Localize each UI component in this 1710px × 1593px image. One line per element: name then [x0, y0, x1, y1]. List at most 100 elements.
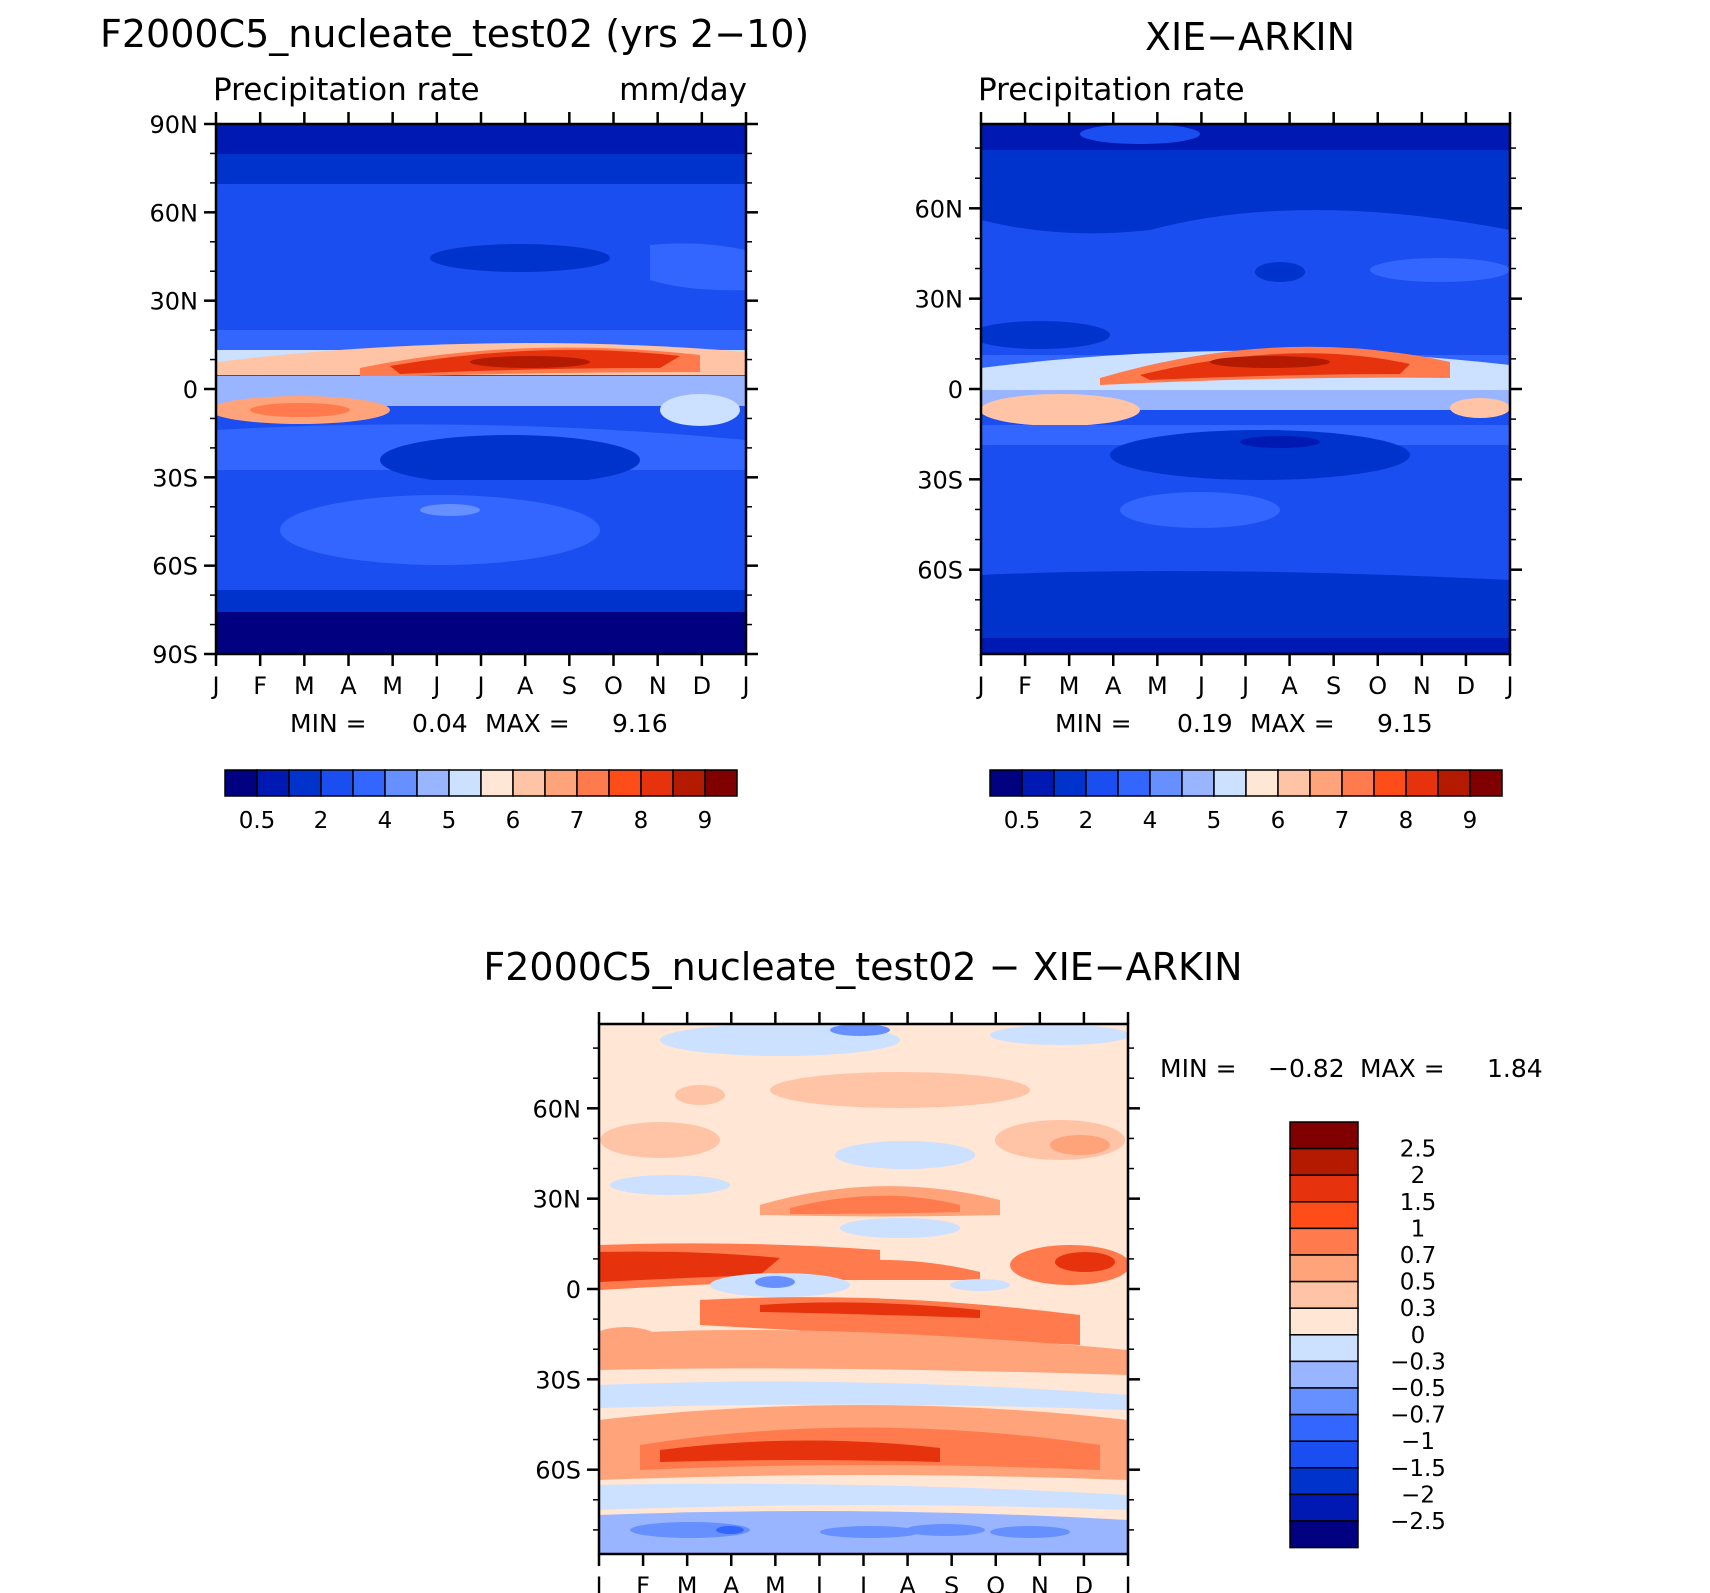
- colorbar-swatch: [1289, 1147, 1359, 1176]
- diff-min-value: −0.82: [1268, 1054, 1345, 1083]
- y-tick-label: 0: [566, 1276, 581, 1304]
- obs-colorbar: 0.5 2 4 5 6 7 8 9: [989, 769, 1503, 834]
- model-variable-label: Precipitation rate: [213, 72, 480, 108]
- panel-model: F2000C5_nucleate_test02 (yrs 2−10) Preci…: [100, 12, 809, 834]
- colorbar-label: 7: [1335, 808, 1350, 834]
- colorbar-swatch: [576, 769, 610, 797]
- x-tick-label: M: [294, 672, 315, 700]
- model-field: [216, 124, 746, 654]
- colorbar-label: 0.7: [1400, 1243, 1437, 1269]
- model-max-value: 9.16: [612, 709, 668, 738]
- colorbar-swatch: [1289, 1413, 1359, 1442]
- colorbar-swatch: [1341, 769, 1375, 797]
- diff-field: [599, 1024, 1128, 1554]
- colorbar-swatch: [384, 769, 418, 797]
- obs-min-label: MIN =: [1055, 709, 1132, 738]
- y-tick-label: 60N: [533, 1095, 582, 1123]
- colorbar-swatch: [224, 769, 258, 797]
- x-tick-label: J: [210, 672, 219, 700]
- colorbar-label: 0.3: [1400, 1296, 1437, 1322]
- colorbar-swatch: [1289, 1520, 1359, 1549]
- colorbar-label: −2.5: [1390, 1509, 1446, 1535]
- colorbar-swatch: [672, 769, 706, 797]
- colorbar-swatch: [1277, 769, 1311, 797]
- x-tick-label: F: [636, 1572, 650, 1593]
- x-tick-label: J: [1240, 672, 1249, 700]
- x-tick-label: D: [1075, 1572, 1093, 1593]
- colorbar-label: −0.3: [1390, 1349, 1446, 1375]
- model-stats: MIN = 0.04 MAX = 9.16: [290, 709, 668, 738]
- colorbar-swatch: [1117, 769, 1151, 797]
- x-tick-label: M: [677, 1572, 698, 1593]
- colorbar-label: 1: [1411, 1216, 1426, 1242]
- x-tick-label: M: [1147, 672, 1168, 700]
- obs-min-value: 0.19: [1177, 709, 1233, 738]
- colorbar-swatch: [1289, 1440, 1359, 1469]
- colorbar-swatch: [1289, 1174, 1359, 1203]
- colorbar-swatch: [1309, 769, 1343, 797]
- colorbar-label: 0.5: [1400, 1270, 1437, 1296]
- colorbar-label: 0.5: [1004, 808, 1041, 834]
- y-tick-label: 0: [183, 376, 198, 404]
- colorbar-swatch: [704, 769, 738, 797]
- colorbar-label: 8: [634, 808, 649, 834]
- y-tick-label: 30S: [152, 464, 198, 492]
- colorbar-label: 2: [1079, 808, 1094, 834]
- colorbar-swatch: [1289, 1227, 1359, 1256]
- x-tick-label: S: [562, 672, 577, 700]
- colorbar-swatch: [320, 769, 354, 797]
- x-tick-label: A: [723, 1572, 740, 1593]
- x-tick-label: J: [858, 1572, 867, 1593]
- colorbar-swatch: [1245, 769, 1279, 797]
- colorbar-swatch: [1289, 1254, 1359, 1283]
- y-tick-label: 90S: [152, 641, 198, 669]
- diff-min-label: MIN =: [1160, 1054, 1237, 1083]
- x-tick-label: A: [340, 672, 357, 700]
- obs-y-axis: 60N 30N 0 30S 60S: [915, 147, 1522, 631]
- colorbar-label: 2.5: [1400, 1137, 1437, 1163]
- colorbar-label: 1.5: [1400, 1190, 1437, 1216]
- x-tick-label: D: [1457, 672, 1475, 700]
- colorbar-label: 6: [1271, 808, 1286, 834]
- colorbar-swatch: [1373, 769, 1407, 797]
- diff-max-value: 1.84: [1487, 1054, 1543, 1083]
- colorbar-label: 4: [1143, 808, 1158, 834]
- model-units-label: mm/day: [619, 72, 747, 108]
- colorbar-swatch: [1021, 769, 1055, 797]
- obs-stats: MIN = 0.19 MAX = 9.15: [1055, 709, 1433, 738]
- colorbar-label: 5: [442, 808, 457, 834]
- y-tick-label: 30N: [150, 288, 199, 316]
- colorbar-swatch: [1289, 1467, 1359, 1496]
- x-tick-label: N: [1413, 672, 1431, 700]
- colorbar-label: 2: [314, 808, 329, 834]
- colorbar-swatch: [640, 769, 674, 797]
- model-y-axis: 90N 60N 30N 0 30S 60S 90S: [150, 111, 758, 669]
- diff-colorbar: 2.521.510.70.50.30−0.3−0.5−0.7−1−1.5−2−2…: [1289, 1121, 1446, 1549]
- colorbar-label: 9: [698, 808, 713, 834]
- x-tick-label: J: [1504, 672, 1513, 700]
- colorbar-label: 6: [506, 808, 521, 834]
- colorbar-swatch: [1213, 769, 1247, 797]
- colorbar-swatch: [1149, 769, 1183, 797]
- x-tick-label: M: [1059, 672, 1080, 700]
- colorbar-swatch: [1289, 1334, 1359, 1363]
- x-tick-label: A: [899, 1572, 916, 1593]
- x-tick-label: F: [1018, 672, 1032, 700]
- colorbar-label: −2: [1401, 1482, 1435, 1508]
- colorbar-swatch: [1181, 769, 1215, 797]
- model-panel-title: F2000C5_nucleate_test02 (yrs 2−10): [100, 12, 809, 56]
- colorbar-swatch: [256, 769, 290, 797]
- y-tick-label: 60N: [150, 199, 199, 227]
- x-tick-label: J: [431, 672, 440, 700]
- colorbar-label: 5: [1207, 808, 1222, 834]
- colorbar-label: 0: [1411, 1323, 1426, 1349]
- y-tick-label: 60S: [917, 557, 963, 585]
- y-tick-label: 0: [948, 376, 963, 404]
- y-tick-label: 60N: [915, 195, 964, 223]
- colorbar-swatch: [1289, 1493, 1359, 1522]
- x-tick-label: M: [765, 1572, 786, 1593]
- colorbar-label: 0.5: [239, 808, 276, 834]
- x-tick-label: O: [986, 1572, 1005, 1593]
